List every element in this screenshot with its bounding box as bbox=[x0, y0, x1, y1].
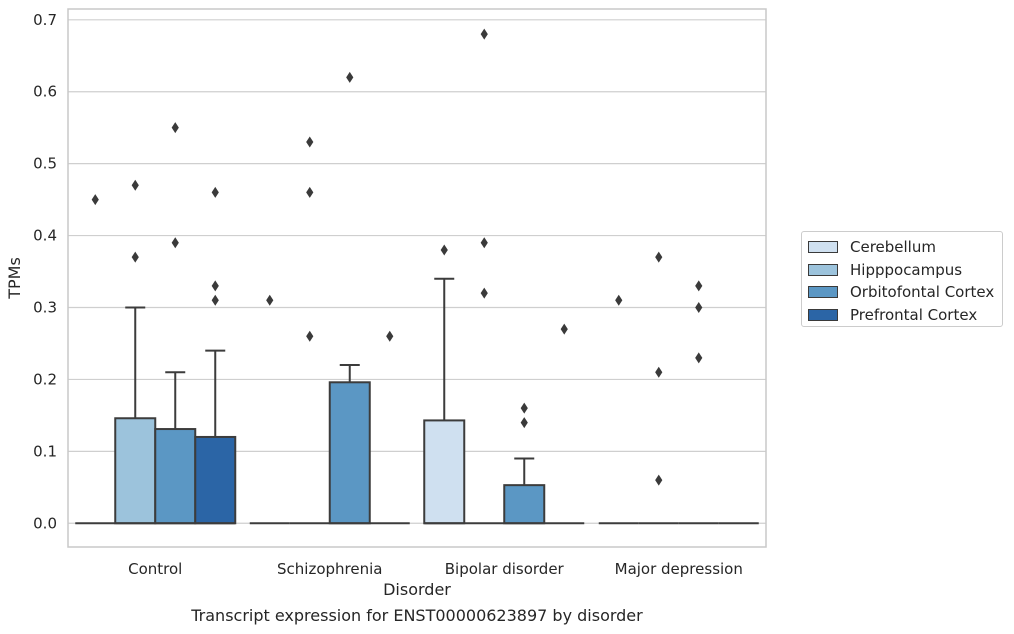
legend-swatch-cerebellum bbox=[808, 241, 838, 254]
outlier-point bbox=[695, 280, 703, 292]
outlier-point bbox=[655, 474, 663, 486]
y-tick-label: 0.3 bbox=[33, 298, 57, 316]
x-tick-label: Bipolar disorder bbox=[445, 560, 565, 578]
box bbox=[503, 484, 546, 525]
box bbox=[194, 435, 237, 525]
y-tick-label: 0.7 bbox=[33, 11, 57, 29]
y-tick-label: 0.5 bbox=[33, 155, 57, 173]
outlier-point bbox=[695, 352, 703, 364]
outlier-point bbox=[346, 71, 354, 83]
y-tick-label: 0.0 bbox=[33, 514, 57, 532]
outlier-point bbox=[306, 136, 314, 148]
legend-label-orbitofontal-cortex: Orbitofontal Cortex bbox=[850, 283, 995, 302]
legend-swatch-prefrontal-cortex bbox=[808, 308, 838, 321]
legend-swatch-orbitofontal-cortex bbox=[808, 286, 838, 299]
outlier-point bbox=[211, 186, 219, 198]
legend: Cerebellum Hipppocampus Orbitofontal Cor… bbox=[801, 231, 1003, 327]
x-tick-label: Control bbox=[128, 560, 182, 578]
box bbox=[154, 428, 197, 525]
outlier-point bbox=[480, 287, 488, 299]
x-tick-label: Major depression bbox=[615, 560, 743, 578]
outlier-point bbox=[266, 294, 274, 306]
y-tick-label: 0.1 bbox=[33, 442, 57, 460]
outlier-point bbox=[655, 251, 663, 263]
outlier-point bbox=[306, 330, 314, 342]
outlier-point bbox=[211, 294, 219, 306]
outlier-point bbox=[306, 186, 314, 198]
legend-item-cerebellum: Cerebellum bbox=[808, 236, 1002, 259]
outlier-point bbox=[695, 301, 703, 313]
legend-swatch-hipppocampus bbox=[808, 263, 838, 276]
y-tick-label: 0.2 bbox=[33, 370, 57, 388]
outlier-point bbox=[480, 237, 488, 249]
outlier-point bbox=[211, 280, 219, 292]
x-tick-label: Schizophrenia bbox=[277, 560, 382, 578]
legend-label-hipppocampus: Hipppocampus bbox=[850, 260, 963, 279]
outlier-point bbox=[131, 179, 139, 191]
legend-label-cerebellum: Cerebellum bbox=[850, 238, 936, 257]
outlier-point bbox=[131, 251, 139, 263]
x-axis-label: Disorder bbox=[383, 580, 451, 599]
legend-label-prefrontal-cortex: Prefrontal Cortex bbox=[850, 305, 978, 324]
outlier-point bbox=[655, 366, 663, 378]
outlier-point bbox=[440, 244, 448, 256]
box bbox=[114, 417, 157, 525]
outlier-point bbox=[560, 323, 568, 335]
box bbox=[328, 381, 371, 525]
plot-frame bbox=[67, 8, 767, 548]
outlier-point bbox=[91, 194, 99, 206]
outlier-point bbox=[171, 122, 179, 134]
legend-item-prefrontal-cortex: Prefrontal Cortex bbox=[808, 304, 1002, 327]
outlier-point bbox=[520, 402, 528, 414]
legend-item-hipppocampus: Hipppocampus bbox=[808, 259, 1002, 282]
y-axis-label: TPMs bbox=[5, 257, 24, 300]
box bbox=[423, 419, 466, 525]
legend-item-orbitofontal-cortex: Orbitofontal Cortex bbox=[808, 281, 1002, 304]
outlier-point bbox=[615, 294, 623, 306]
y-tick-label: 0.4 bbox=[33, 227, 57, 245]
outlier-point bbox=[520, 417, 528, 429]
y-tick-label: 0.6 bbox=[33, 83, 57, 101]
chart-caption: Transcript expression for ENST0000062389… bbox=[191, 606, 643, 625]
outlier-point bbox=[480, 28, 488, 40]
outlier-point bbox=[386, 330, 394, 342]
outlier-point bbox=[171, 237, 179, 249]
